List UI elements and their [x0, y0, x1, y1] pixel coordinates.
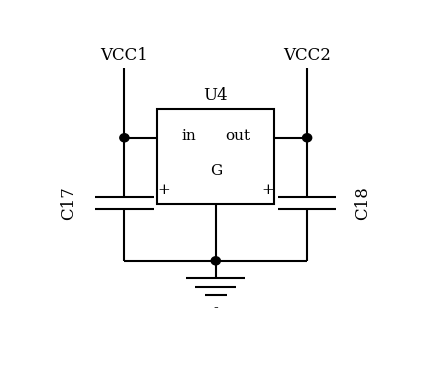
Circle shape — [303, 134, 312, 142]
Text: VCC1: VCC1 — [101, 47, 148, 64]
Text: +: + — [261, 183, 274, 197]
Bar — [157, 109, 274, 205]
Text: in: in — [181, 129, 196, 143]
Text: U4: U4 — [203, 88, 228, 105]
Circle shape — [211, 257, 220, 265]
Text: VCC2: VCC2 — [283, 47, 331, 64]
Text: -: - — [213, 301, 218, 315]
Text: C17: C17 — [61, 186, 77, 220]
Text: G: G — [210, 164, 222, 178]
Text: out: out — [225, 129, 250, 143]
Circle shape — [120, 134, 129, 142]
Text: +: + — [157, 183, 170, 197]
Text: C18: C18 — [354, 186, 371, 220]
